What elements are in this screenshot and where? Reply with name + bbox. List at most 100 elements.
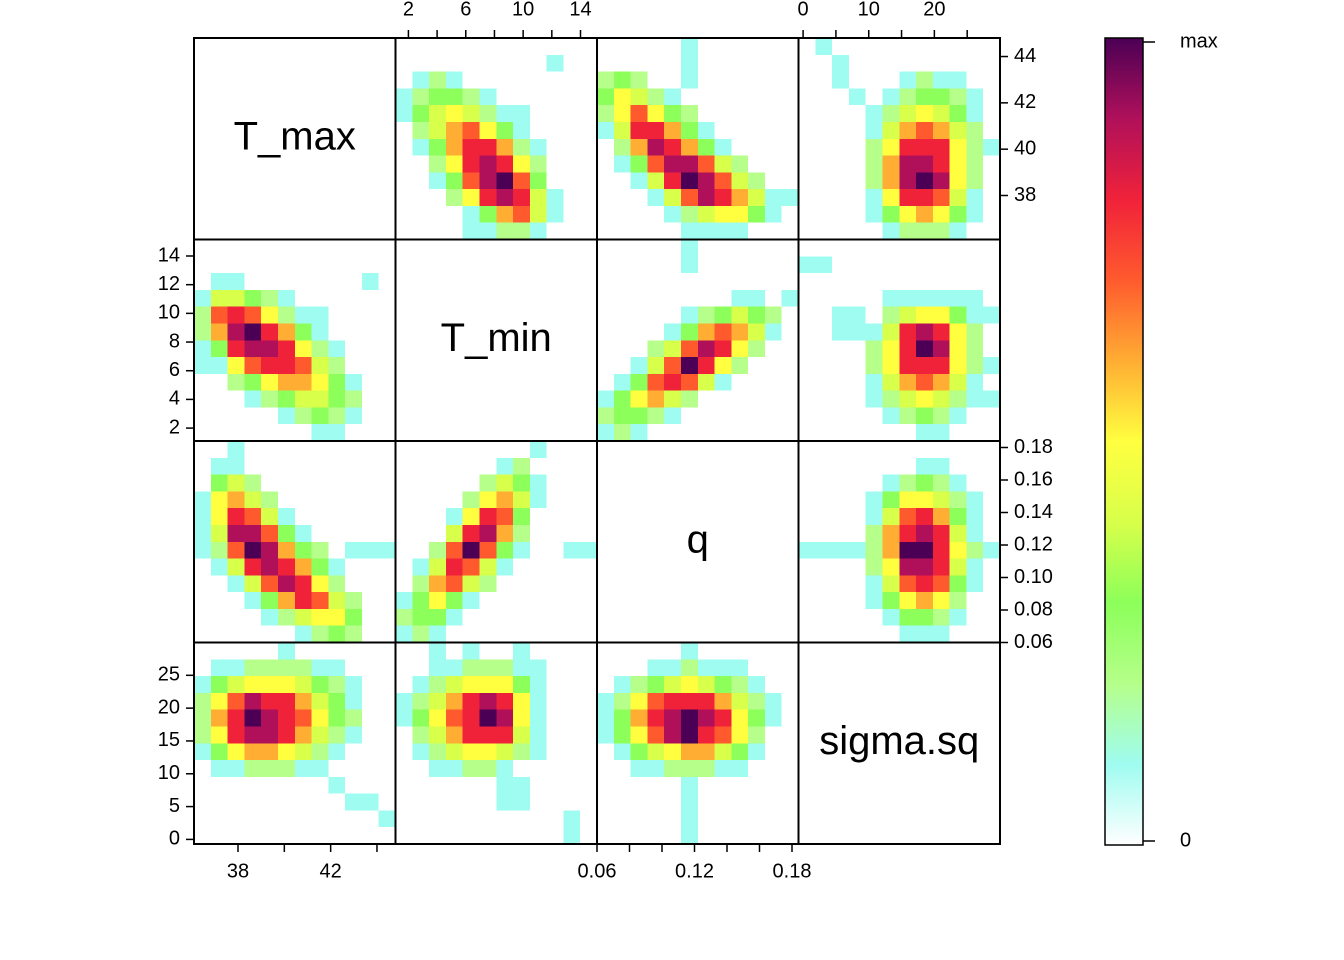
heat-cell [731,676,749,694]
heat-cell [529,642,548,660]
heat-cell [513,642,531,660]
heat-cell [328,659,346,677]
heat-cell [613,390,632,409]
heat-cell [748,676,766,694]
heat-cell [496,524,514,543]
heat-cell [361,289,380,308]
heat-cell [899,407,917,425]
heat-cell [882,289,900,308]
heat-cell [966,558,984,576]
heat-cell [899,575,917,593]
heat-cell [597,676,615,694]
heat-cell [580,810,598,828]
heat-cell [966,54,984,73]
heat-cell [983,239,1001,257]
heat-cell [781,239,800,257]
heat-cell [882,54,900,73]
heat-cell [714,189,732,207]
heat-cell [210,289,229,308]
heat-cell [680,323,699,341]
heat-cell [462,541,481,560]
y-tick-label: 2 [169,416,180,438]
heat-cell [680,743,699,761]
heat-cell [244,692,262,711]
heat-cell [983,306,1001,325]
heat-cell [815,289,833,308]
heat-cell [294,424,313,442]
heat-cell [731,54,749,73]
heat-cell [983,608,1001,627]
heat-cell [748,726,766,744]
heat-cell [378,692,397,711]
heat-cell [832,424,850,442]
heat-cell [664,71,682,89]
heat-cell [529,608,548,627]
heat-cell [647,776,665,795]
heat-cell [311,524,329,543]
heat-cell [781,692,800,711]
heat-cell [378,810,397,828]
heat-cell [949,38,968,56]
heat-cell [731,407,749,425]
heat-cell [899,625,917,644]
heat-cell [949,306,968,325]
heat-cell [496,608,514,627]
heat-cell [815,407,833,425]
heat-cell [865,306,884,325]
heat-cell [563,575,581,593]
heat-cell [764,306,783,325]
heat-cell [227,827,245,845]
heat-cell [697,760,716,778]
heat-cell [597,289,615,308]
heat-cell [277,709,296,728]
heat-cell [916,256,934,274]
heat-cell [781,205,800,224]
heat-cell [613,38,632,56]
heat-cell [966,256,984,274]
colorbar-label: max [1180,30,1218,52]
heat-cell [479,592,497,610]
heat-cell [781,390,800,409]
heat-cell [949,323,968,341]
heat-cell [378,642,397,660]
heat-cell [798,172,816,190]
heat-cell [294,827,313,845]
heat-cell [597,323,615,341]
heat-cell [227,524,245,543]
heat-cell [966,105,984,123]
heat-cell [848,474,867,492]
heat-cell [882,575,900,593]
heat-cell [445,726,464,744]
heat-cell [714,256,732,274]
heat-cell [395,54,413,73]
heat-cell [597,810,615,828]
heat-cell [865,38,884,56]
heat-cell [966,424,984,442]
heat-cell [916,441,934,459]
heat-cell [277,390,296,409]
heat-cell [832,222,850,241]
heat-cell [580,541,598,560]
heat-cell [949,407,968,425]
heat-cell [764,743,783,761]
heat-cell [630,306,648,325]
heat-cell [983,138,1001,157]
heat-cell [529,474,548,492]
heat-cell [966,474,984,492]
heat-cell [546,121,565,140]
heat-cell [445,760,464,778]
heat-cell [546,827,565,845]
heat-cell [647,760,665,778]
heat-cell [613,155,632,173]
heat-cell [697,306,716,325]
heat-cell [311,575,329,593]
heat-cell [546,692,565,711]
heat-cell [680,357,699,375]
heat-cell [832,239,850,257]
heat-cell [882,357,900,375]
heat-cell [714,810,732,828]
heat-cell [731,659,749,677]
heat-cell [194,709,212,728]
heat-cell [680,659,699,677]
heat-cell [496,592,514,610]
